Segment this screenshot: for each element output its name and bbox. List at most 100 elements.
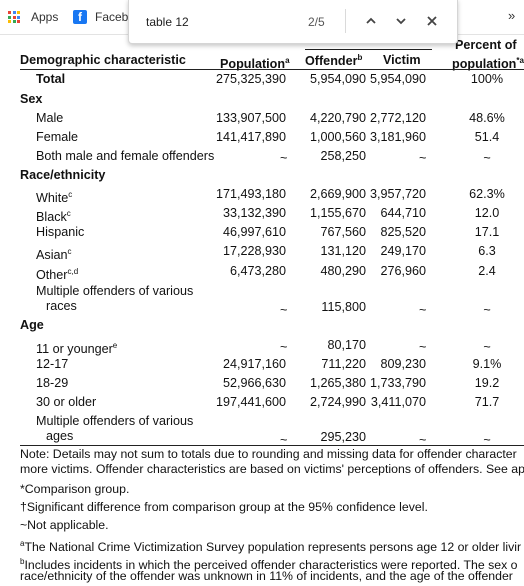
cell-population: ~ — [280, 151, 288, 165]
facebook-bookmark[interactable]: Faceb — [95, 10, 129, 24]
cell-population: 33,132,390 — [222, 206, 286, 220]
cell-population: 133,907,500 — [215, 111, 286, 125]
row-label: Total — [36, 72, 66, 86]
row-label-line2: races — [46, 299, 77, 313]
close-icon — [427, 16, 437, 26]
chevron-up-icon — [366, 17, 376, 24]
find-previous-button[interactable] — [361, 11, 381, 31]
footnote-b-cont: race/ethnicity of the offender was unkno… — [20, 569, 513, 583]
cell-victim: ~ — [419, 433, 427, 447]
cell-offender: 258,250 — [320, 149, 366, 163]
cell-offender: 767,560 — [320, 225, 366, 239]
note-details: Note: Details may not sum to totals due … — [20, 447, 517, 461]
cell-offender: 4,220,790 — [309, 111, 366, 125]
cell-victim: 2,772,120 — [369, 111, 426, 125]
cell-offender: 2,724,990 — [309, 395, 366, 409]
section-age: Age — [20, 318, 44, 332]
row-label: Male — [36, 111, 64, 125]
section-sex: Sex — [20, 92, 43, 106]
row-label: 18-29 — [36, 376, 69, 390]
cell-victim: 5,954,090 — [369, 72, 426, 86]
cell-percent: 9.1% — [472, 357, 502, 371]
row-label: Hispanic — [36, 225, 85, 239]
header-victim: Victim — [383, 53, 421, 67]
header-population: Populationa — [220, 56, 290, 71]
chevron-down-icon — [396, 18, 406, 25]
note-not-applicable: ~Not applicable. — [20, 518, 109, 532]
find-close-button[interactable] — [422, 11, 442, 31]
row-label: Blackc — [36, 209, 71, 224]
cell-victim: 3,181,960 — [369, 130, 426, 144]
cell-victim: ~ — [419, 340, 427, 354]
row-label: Whitec — [36, 190, 73, 205]
row-label: Asianc — [36, 247, 72, 262]
cell-population: 6,473,280 — [229, 264, 286, 278]
row-label: Both male and female offenders — [36, 149, 215, 163]
cell-victim: 825,520 — [380, 225, 426, 239]
cell-population: 52,966,630 — [222, 376, 286, 390]
apps-bookmark[interactable]: Apps — [31, 10, 59, 24]
cell-offender: 711,220 — [321, 357, 366, 371]
cell-offender: 115,800 — [321, 300, 366, 314]
cell-population: 197,441,600 — [215, 395, 286, 409]
row-label: 12-17 — [36, 357, 69, 371]
cell-percent: 6.3 — [478, 244, 496, 258]
find-bar: table 12 2/5 — [128, 0, 458, 44]
cell-population: ~ — [280, 303, 288, 317]
cell-population: 171,493,180 — [215, 187, 286, 201]
note-significant: †Significant difference from comparison … — [20, 500, 428, 514]
section-race: Race/ethnicity — [20, 168, 106, 182]
footnote-a: aThe National Crime Victimization Survey… — [20, 539, 522, 554]
more-bookmarks-chevron-icon[interactable]: » — [508, 8, 516, 23]
note-details-cont: more victims. Offender characteristics a… — [20, 462, 524, 476]
cell-offender: 5,954,090 — [309, 72, 366, 86]
cell-percent: 48.6% — [469, 111, 505, 125]
cell-population: 141,417,890 — [215, 130, 286, 144]
apps-grid-icon[interactable] — [8, 11, 20, 23]
cell-percent: 19.2 — [474, 376, 500, 390]
cell-offender: 2,669,900 — [309, 187, 366, 201]
cell-percent: 2.4 — [478, 264, 496, 278]
cell-percent: 100% — [470, 72, 504, 86]
header-percent-line2: population*a — [452, 56, 524, 71]
row-label: 30 or older — [36, 395, 97, 409]
row-label-line2: ages — [46, 429, 74, 443]
cell-percent: 17.1 — [474, 225, 500, 239]
cell-population: ~ — [280, 433, 288, 447]
row-label: Female — [36, 130, 78, 144]
cell-victim: 249,170 — [380, 244, 426, 258]
cell-population: 17,228,930 — [222, 244, 286, 258]
find-next-button[interactable] — [391, 11, 411, 31]
cell-victim: ~ — [419, 151, 427, 165]
find-divider — [345, 9, 346, 33]
cell-offender: 1,155,670 — [309, 206, 366, 220]
footnote-b: bIncludes incidents in which the perceiv… — [20, 557, 518, 572]
find-match-count: 2/5 — [308, 15, 325, 29]
cell-offender: 80,170 — [327, 338, 366, 352]
cell-percent: ~ — [483, 151, 491, 165]
cell-offender: 480,290 — [320, 264, 366, 278]
cell-percent: 71.7 — [474, 395, 500, 409]
cell-population: 46,997,610 — [222, 225, 286, 239]
header-percent-line1: Percent of — [455, 38, 517, 52]
cell-population: ~ — [280, 340, 288, 354]
cell-population: 24,917,160 — [222, 357, 286, 371]
cell-victim: 3,411,070 — [370, 395, 426, 409]
cell-victim: 809,230 — [380, 357, 426, 371]
row-label-line1: Multiple offenders of various — [36, 284, 194, 298]
header-characteristic: Demographic characteristic — [20, 53, 186, 67]
row-label-line1: Multiple offenders of various — [36, 414, 194, 428]
facebook-icon[interactable]: f — [73, 10, 87, 24]
find-input[interactable]: table 12 — [146, 15, 189, 29]
cell-percent: ~ — [483, 303, 491, 317]
cell-victim: 3,957,720 — [369, 187, 426, 201]
row-label: 11 or youngere — [36, 341, 118, 356]
cell-victim: 644,710 — [380, 206, 426, 220]
cell-offender: 295,230 — [320, 430, 366, 444]
row-label: Otherc,d — [36, 267, 79, 282]
table-bottom-rule — [20, 445, 524, 446]
cell-offender: 1,265,380 — [309, 376, 366, 390]
header-rule — [20, 69, 524, 70]
header-offender: Offenderb — [305, 53, 363, 68]
